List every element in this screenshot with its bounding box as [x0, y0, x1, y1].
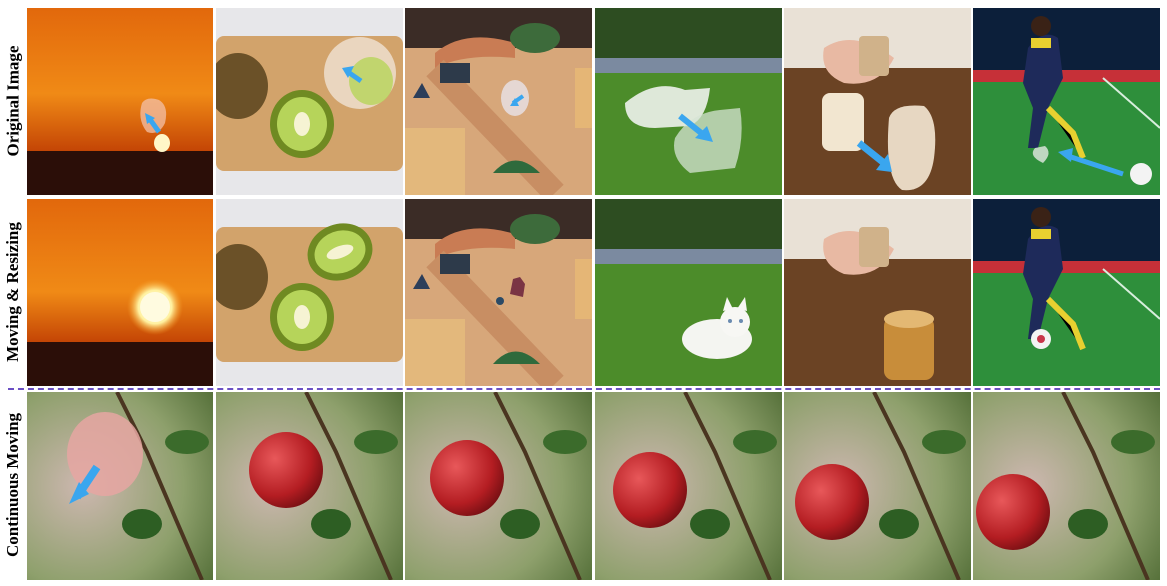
continuous-apple-image-1 [27, 392, 213, 580]
original-coffee-image [784, 8, 971, 195]
row-label-continuous: Continuous Moving [0, 392, 28, 578]
original-sunset-image [27, 8, 213, 195]
moved-sunset-image [27, 199, 213, 386]
row-label-moving-text: Moving & Resizing [3, 222, 22, 362]
continuous-apple-image-5 [784, 392, 971, 580]
moved-kitten-image [595, 199, 782, 386]
row-label-moving: Moving & Resizing [0, 199, 28, 385]
moved-coffee-image [784, 199, 971, 386]
moved-toy-train-image [405, 199, 592, 386]
original-kitten-image [595, 8, 782, 195]
continuous-apple-image-4 [595, 392, 782, 580]
continuous-apple-image-6 [973, 392, 1160, 580]
section-divider [8, 388, 1160, 390]
continuous-apple-image-3 [405, 392, 592, 580]
row-label-original: Original Image [0, 8, 28, 194]
continuous-apple-image-2 [216, 392, 403, 580]
original-toy-train-image [405, 8, 592, 195]
moved-kiwi-image [216, 199, 403, 386]
original-kiwi-image [216, 8, 403, 195]
original-soccer-image [973, 8, 1160, 195]
moved-soccer-image [973, 199, 1160, 386]
row-label-original-text: Original Image [3, 45, 22, 157]
row-label-continuous-text: Continuous Moving [3, 412, 23, 558]
